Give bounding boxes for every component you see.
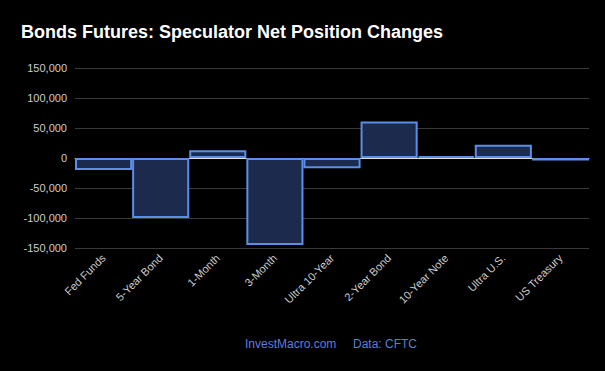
svg-text:InvestMacro.com: InvestMacro.com	[245, 337, 336, 351]
svg-text:-100,000: -100,000	[24, 212, 67, 224]
svg-text:Ultra 10-Year: Ultra 10-Year	[282, 252, 336, 306]
svg-text:3-Month: 3-Month	[242, 252, 279, 289]
svg-text:0: 0	[61, 152, 67, 164]
svg-text:2-Year Bond: 2-Year Bond	[342, 252, 393, 303]
svg-text:-150,000: -150,000	[24, 242, 67, 254]
svg-text:150,000: 150,000	[27, 62, 67, 74]
svg-text:Ultra U.S.: Ultra U.S.	[465, 252, 507, 294]
svg-text:Bonds Futures: Speculator Net: Bonds Futures: Speculator Net Position C…	[21, 22, 443, 42]
svg-text:100,000: 100,000	[27, 92, 67, 104]
svg-text:-50,000: -50,000	[30, 182, 67, 194]
svg-text:50,000: 50,000	[33, 122, 67, 134]
svg-text:Fed Funds: Fed Funds	[62, 251, 108, 297]
svg-text:Data: CFTC: Data: CFTC	[353, 337, 417, 351]
svg-text:10-Year Note: 10-Year Note	[396, 252, 450, 306]
svg-text:US Treasury: US Treasury	[513, 251, 565, 303]
svg-text:1-Month: 1-Month	[185, 252, 222, 289]
svg-text:5-Year Bond: 5-Year Bond	[114, 252, 165, 303]
